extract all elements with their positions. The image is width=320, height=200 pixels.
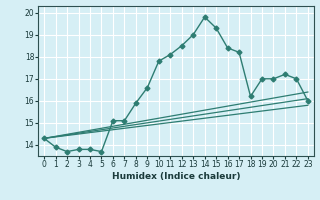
X-axis label: Humidex (Indice chaleur): Humidex (Indice chaleur)	[112, 172, 240, 181]
